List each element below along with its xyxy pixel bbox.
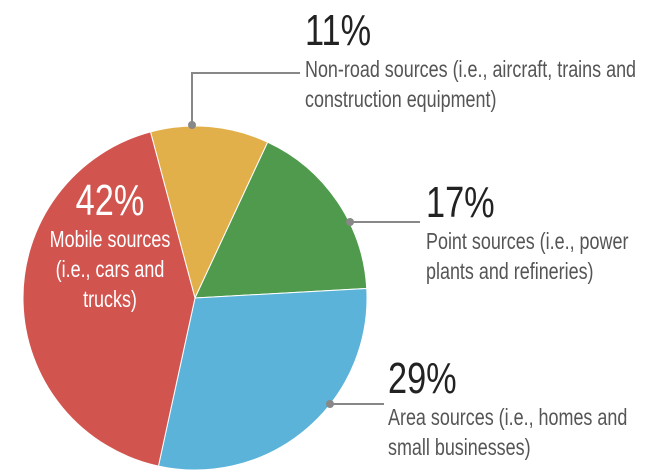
category-label: Mobile sources (i.e., cars and trucks) — [49, 226, 171, 312]
pie-slice — [149, 125, 269, 300]
value-label: 42% — [75, 176, 145, 225]
leader-dot — [326, 400, 334, 408]
leader-dot — [188, 121, 196, 129]
slice-label: 17% Point sources (i.e., power plants an… — [426, 180, 652, 286]
category-label: Point sources (i.e., power plants and re… — [426, 228, 629, 284]
slice-label: 42% Mobile sources (i.e., cars and truck… — [48, 178, 173, 314]
pie-slice — [22, 131, 196, 467]
leader-line — [191, 72, 300, 125]
value-label: 17% — [426, 178, 495, 227]
category-label: Non-road sources (i.e., aircraft, trains… — [305, 56, 637, 112]
category-label: Area sources (i.e., homes and small busi… — [388, 404, 628, 460]
value-label: 29% — [388, 354, 457, 403]
slice-label: 11% Non-road sources (i.e., aircraft, tr… — [305, 8, 648, 114]
value-label: 11% — [305, 6, 372, 55]
slice-label: 29% Area sources (i.e., homes and small … — [388, 356, 658, 462]
leader-dot — [346, 218, 354, 226]
pie-slice — [194, 141, 368, 299]
pie-slice — [157, 287, 368, 471]
